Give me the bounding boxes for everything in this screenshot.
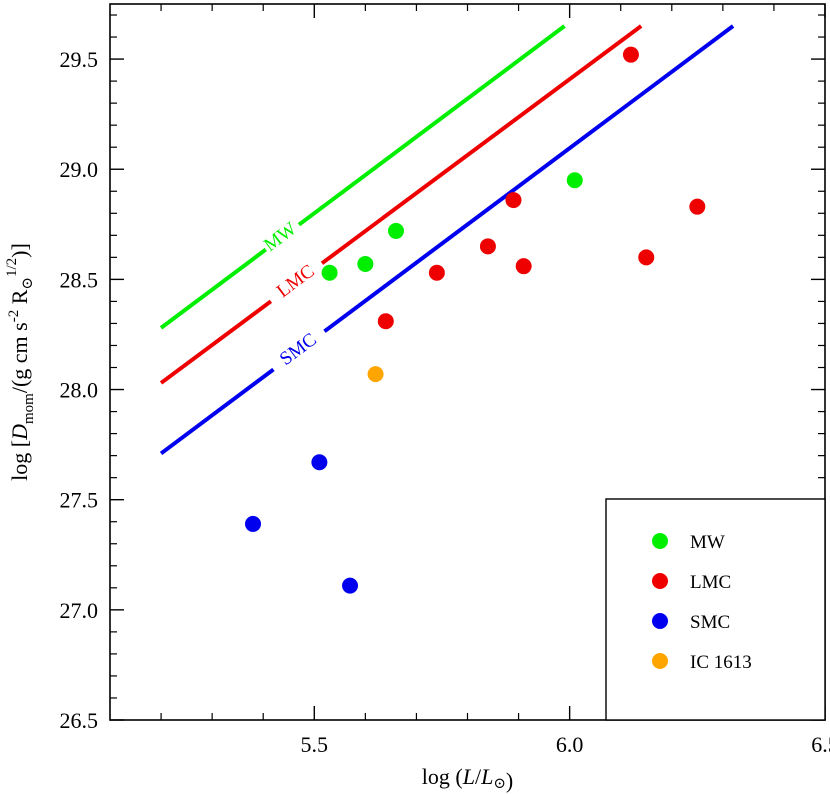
y-axis-label: log [Dmom/(g cm s-2 R⊙1/2)] xyxy=(4,243,37,481)
y-tick-label: 27.0 xyxy=(60,598,99,623)
fit-line-label-lmc: LMC xyxy=(273,261,319,302)
x-axis-label: log (L/L⊙) xyxy=(422,764,513,793)
x-tick-label: 5.5 xyxy=(301,732,329,757)
y-tick-label: 29.5 xyxy=(60,47,99,72)
data-points xyxy=(245,46,706,594)
legend-box xyxy=(605,498,826,721)
legend-marker-lmc xyxy=(652,573,668,589)
x-tick-label: 6.5 xyxy=(811,732,830,757)
fit-line-mw xyxy=(159,247,267,330)
fit-line-mw xyxy=(297,24,566,227)
legend-label-mw: MW xyxy=(690,532,725,553)
point-mw xyxy=(357,255,374,272)
point-lmc xyxy=(622,46,639,63)
point-lmc xyxy=(638,249,655,266)
point-lmc xyxy=(479,238,496,255)
point-smc xyxy=(311,454,328,471)
point-smc xyxy=(342,577,359,594)
fit-line-lmc xyxy=(320,24,643,265)
y-tick-label: 27.5 xyxy=(60,488,99,513)
axis-tick-labels: 5.5 6.0 6.5 26.5 27.0 27.5 28.0 28.5 29.0 29.5 xyxy=(60,47,830,757)
legend-label-lmc: LMC xyxy=(690,572,731,593)
point-lmc xyxy=(689,198,706,215)
point-mw xyxy=(321,264,338,281)
point-lmc xyxy=(377,313,394,330)
x-tick-label: 6.0 xyxy=(556,732,584,757)
fit-line-lmc xyxy=(159,299,273,385)
legend-marker-ic-1613 xyxy=(652,653,668,669)
legend-label-ic-1613: IC 1613 xyxy=(690,652,752,673)
legend-marker-mw xyxy=(652,533,668,549)
point-mw xyxy=(388,222,404,239)
point-smc xyxy=(245,515,261,532)
axis-ticks xyxy=(110,4,826,721)
point-lmc xyxy=(505,192,522,209)
point-ic-1613 xyxy=(367,366,384,383)
legend-marker-smc xyxy=(652,613,668,629)
y-tick-label: 29.0 xyxy=(60,157,99,182)
y-tick-label: 28.5 xyxy=(60,267,99,292)
fit-line-label-smc: SMC xyxy=(276,329,321,370)
point-lmc xyxy=(428,264,445,281)
legend-label-smc: SMC xyxy=(690,612,730,633)
fit-line-smc xyxy=(159,367,275,456)
y-tick-label: 26.5 xyxy=(60,708,99,733)
fit-line-smc xyxy=(323,24,735,333)
point-lmc xyxy=(515,258,532,275)
legend: MW LMC SMC IC 1613 xyxy=(605,498,826,721)
y-tick-label: 28.0 xyxy=(60,378,99,403)
point-mw xyxy=(566,172,583,189)
